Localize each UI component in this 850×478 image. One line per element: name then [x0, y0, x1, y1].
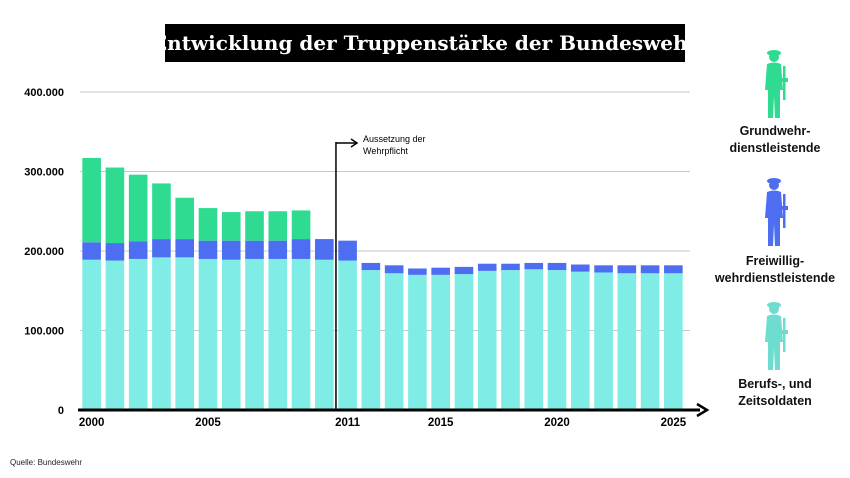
bar-segment-freiwillig — [245, 240, 264, 259]
bar-segment-berufs — [82, 259, 101, 410]
x-tick-label: 2015 — [428, 417, 454, 429]
bar-segment-berufs — [524, 269, 544, 410]
bar-segment-freiwillig — [454, 266, 474, 275]
y-tick-label: 200.000 — [24, 246, 64, 258]
legend-label-line: dienstleistende — [729, 141, 821, 155]
bar-segment-berufs — [175, 257, 195, 410]
bar-segment-freiwillig — [361, 262, 381, 271]
legend-label-line: Freiwillig- — [745, 254, 805, 268]
bar-segment-berufs — [105, 260, 125, 410]
bar-segment-freiwillig — [315, 239, 334, 260]
bar-segment-freiwillig — [617, 265, 637, 274]
bar-segment-freiwillig — [594, 265, 613, 273]
soldier-icon-freiwillig — [762, 176, 792, 253]
bar-segment-freiwillig — [291, 239, 311, 259]
source-note: Quelle: Bundeswehr — [10, 458, 83, 467]
bar-segment-berufs — [594, 272, 613, 410]
bar-segment-berufs — [501, 270, 520, 410]
bar-segment-freiwillig — [664, 265, 683, 274]
bar-segment-berufs — [361, 270, 381, 410]
legend-label-line: Grundwehr- — [739, 124, 811, 138]
x-tick-label: 2011 — [335, 417, 361, 429]
bar-segment-freiwillig — [175, 239, 195, 258]
soldier-icon-berufs — [762, 300, 792, 377]
bar-segment-freiwillig — [477, 263, 497, 271]
bar-segment-freiwillig — [338, 240, 357, 261]
bar-segment-berufs — [617, 273, 637, 410]
bar-segment-berufs — [128, 258, 148, 410]
bar-segment-berufs — [291, 258, 311, 410]
bar-segment-grundwehr — [175, 197, 195, 240]
legend-label-freiwillig: Freiwillig- wehrdienstleistende — [700, 253, 850, 287]
bar-segment-freiwillig — [570, 264, 590, 272]
legend-label-grundwehr: Grundwehr- dienstleistende — [700, 123, 850, 157]
bar-segment-freiwillig — [524, 262, 544, 270]
bar-segment-berufs — [477, 270, 497, 410]
bar-segment-berufs — [664, 273, 683, 410]
x-axis-arrow — [696, 402, 710, 418]
bar-segment-berufs — [454, 274, 474, 410]
x-tick-label: 2020 — [544, 417, 570, 429]
bar-segment-freiwillig — [431, 267, 450, 275]
bar-segment-freiwillig — [152, 239, 171, 258]
bar-segment-freiwillig — [221, 240, 241, 260]
legend-label-line: wehrdienstleistende — [714, 271, 836, 285]
bar-segment-freiwillig — [268, 240, 288, 259]
annotation-label: Wehrpflicht — [363, 146, 408, 156]
y-tick-label: 100.000 — [24, 326, 64, 338]
bar-segment-grundwehr — [291, 210, 311, 240]
bar-segment-grundwehr — [221, 212, 241, 241]
bar-segment-grundwehr — [268, 211, 288, 241]
y-tick-label: 400.000 — [24, 87, 64, 99]
bar-segment-grundwehr — [152, 183, 171, 240]
bar-segment-grundwehr — [82, 157, 101, 243]
chart-title: Entwicklung der Truppenstärke der Bundes… — [151, 31, 699, 55]
legend-label-line: Berufs-, und — [738, 377, 812, 391]
bar-segment-grundwehr — [198, 208, 218, 241]
bar-segment-berufs — [338, 260, 357, 410]
y-tick-label: 300.000 — [24, 167, 64, 179]
annotation-arrow — [350, 138, 359, 148]
bar-segment-berufs — [198, 258, 218, 410]
bar-segment-freiwillig — [547, 262, 567, 271]
soldier-icon-grundwehr — [762, 48, 792, 125]
bar-segment-grundwehr — [105, 167, 125, 244]
bar-segment-berufs — [221, 259, 241, 410]
annotation-label: Aussetzung der — [363, 134, 426, 144]
bar-segment-freiwillig — [501, 263, 520, 271]
bar-segment-freiwillig — [198, 240, 218, 259]
bar-segment-berufs — [245, 258, 264, 410]
bar-segment-freiwillig — [128, 241, 148, 259]
bar-segment-berufs — [640, 273, 660, 410]
bar-segment-berufs — [268, 258, 288, 410]
bar-segment-freiwillig — [384, 265, 404, 274]
x-tick-label: 2000 — [79, 417, 105, 429]
bar-segment-freiwillig — [82, 242, 101, 260]
bar-segment-freiwillig — [105, 243, 125, 261]
legend-label-line: Zeitsoldaten — [738, 394, 812, 408]
bar-segment-berufs — [408, 274, 427, 410]
bar-segment-freiwillig — [640, 265, 660, 274]
x-tick-label: 2025 — [661, 417, 687, 429]
bar-segment-berufs — [547, 270, 567, 410]
chart-title-box: Entwicklung der Truppenstärke der Bundes… — [152, 24, 698, 62]
bar-segment-grundwehr — [245, 211, 264, 241]
y-tick-label: 0 — [58, 405, 64, 417]
bar-segment-berufs — [315, 259, 334, 410]
bar-segment-grundwehr — [128, 174, 148, 242]
x-tick-label: 2005 — [195, 417, 221, 429]
bar-segment-berufs — [384, 273, 404, 410]
bar-segment-berufs — [431, 274, 450, 410]
bar-segment-freiwillig — [408, 268, 427, 275]
bar-segment-berufs — [570, 271, 590, 410]
bar-segment-berufs — [152, 257, 171, 410]
legend-label-berufs: Berufs-, und Zeitsoldaten — [700, 376, 850, 410]
